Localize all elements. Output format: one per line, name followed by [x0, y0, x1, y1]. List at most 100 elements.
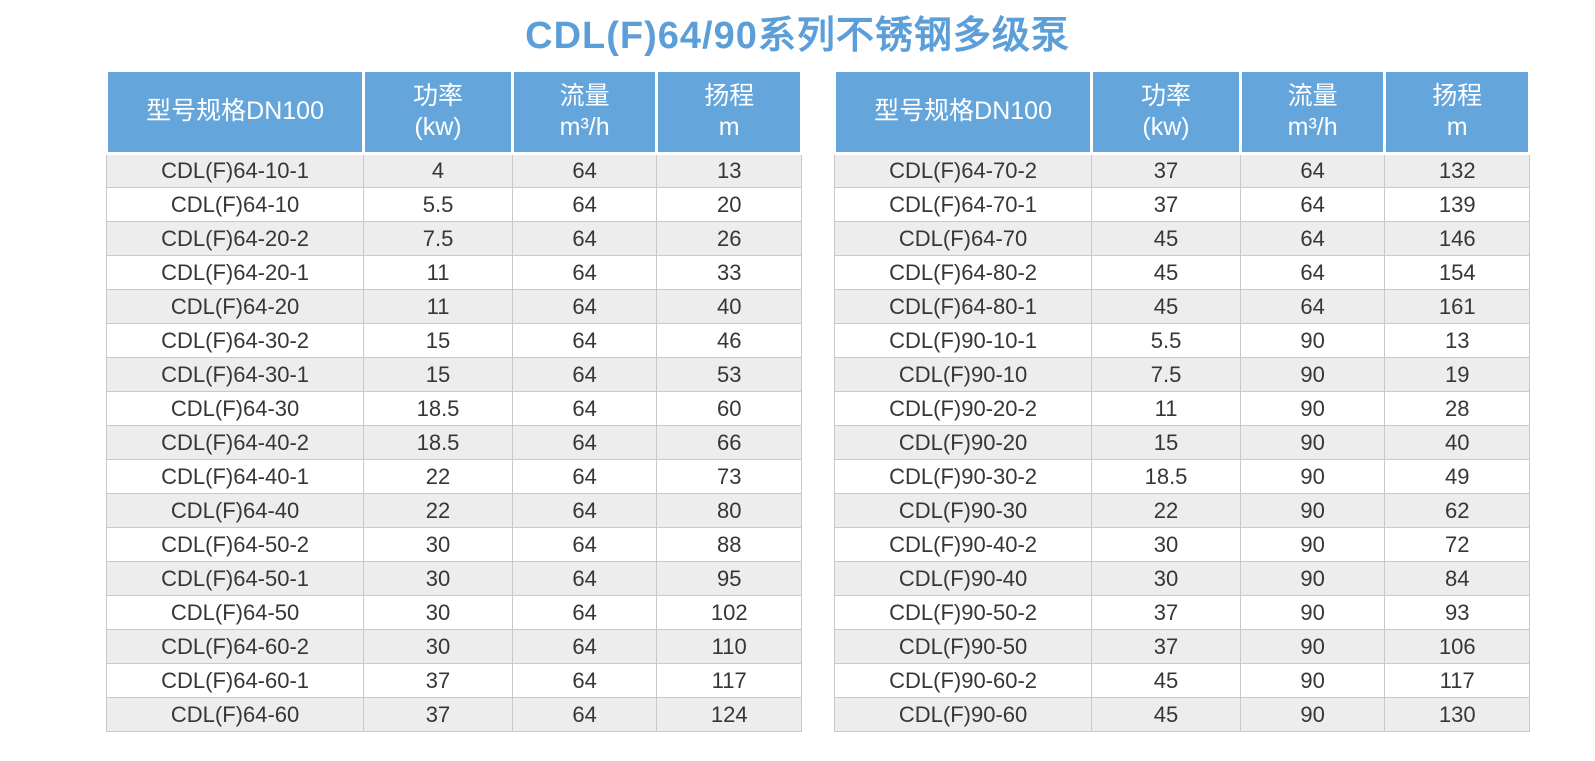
cell: 90 [1239, 595, 1386, 630]
cell: 18.5 [363, 391, 513, 426]
cell: CDL(F)90-20-2 [833, 391, 1093, 426]
cell: 64 [511, 493, 658, 528]
table-row: CDL(F)64-50-1 30 64 95 [105, 561, 802, 596]
cell: 90 [1239, 425, 1386, 460]
cell: 26 [656, 221, 802, 256]
cell: 64 [511, 255, 658, 290]
cell: 30 [363, 595, 513, 630]
cell: CDL(F)64-20-2 [105, 221, 365, 256]
cell: 45 [1091, 221, 1241, 256]
cell: 22 [363, 459, 513, 494]
table-body-left: CDL(F)64-10-1 4 64 13 CDL(F)64-10 5.5 64 20 CDL(… [105, 153, 802, 732]
cell: 132 [1384, 153, 1530, 188]
cell: 5.5 [363, 187, 513, 222]
cell: 64 [1239, 255, 1386, 290]
table-row: CDL(F)64-40-2 18.5 64 66 [105, 425, 802, 460]
cell: 102 [656, 595, 802, 630]
cell: 90 [1239, 323, 1386, 358]
table-row: CDL(F)90-10-1 5.5 90 13 [833, 323, 1530, 358]
cell: 161 [1384, 289, 1530, 324]
cell: 4 [363, 153, 513, 188]
cell: 93 [1384, 595, 1530, 630]
cell: 30 [1091, 561, 1241, 596]
cell: 90 [1239, 663, 1386, 698]
table-row: CDL(F)64-40 22 64 80 [105, 493, 802, 528]
cell: 154 [1384, 255, 1530, 290]
cell: 64 [511, 289, 658, 324]
cell: 64 [511, 663, 658, 698]
cell: 40 [1384, 425, 1530, 460]
pump-table-left: 型号规格DN100 功率 (kw) 流量 m³/h 扬程 m CDL(F)64-… [104, 69, 803, 732]
cell: 13 [1384, 323, 1530, 358]
cell: CDL(F)64-60 [105, 697, 365, 732]
cell: 22 [1091, 493, 1241, 528]
cell: CDL(F)64-30-1 [105, 357, 365, 392]
cell: 88 [656, 527, 802, 562]
cell: 19 [1384, 357, 1530, 392]
table-row: CDL(F)64-20-1 11 64 33 [105, 255, 802, 290]
table-body-right: CDL(F)64-70-2 37 64 132 CDL(F)64-70-1 37 64 139… [833, 153, 1530, 732]
table-row: CDL(F)90-30-2 18.5 90 49 [833, 459, 1530, 494]
cell: CDL(F)90-10 [833, 357, 1093, 392]
table-row: CDL(F)90-60 45 90 130 [833, 697, 1530, 732]
table-row: CDL(F)64-10 5.5 64 20 [105, 187, 802, 222]
header-row: 型号规格DN100 功率 (kw) 流量 m³/h 扬程 m [832, 69, 1531, 155]
cell: 11 [1091, 391, 1241, 426]
cell: 80 [656, 493, 802, 528]
cell: CDL(F)64-50-2 [105, 527, 365, 562]
cell: 73 [656, 459, 802, 494]
cell: CDL(F)64-40-1 [105, 459, 365, 494]
column-header-model: 型号规格DN100 [832, 69, 1094, 155]
cell: 7.5 [1091, 357, 1241, 392]
cell: 45 [1091, 663, 1241, 698]
cell: CDL(F)90-30 [833, 493, 1093, 528]
column-header-head: 扬程 m [1383, 69, 1531, 155]
cell: 30 [363, 629, 513, 664]
cell: 5.5 [1091, 323, 1241, 358]
cell: 64 [511, 595, 658, 630]
table-row: CDL(F)90-60-2 45 90 117 [833, 663, 1530, 698]
cell: 64 [511, 561, 658, 596]
cell: 37 [363, 697, 513, 732]
cell: 18.5 [363, 425, 513, 460]
cell: 90 [1239, 697, 1386, 732]
cell: 37 [363, 663, 513, 698]
cell: 30 [363, 561, 513, 596]
cell: CDL(F)64-70-2 [833, 153, 1093, 188]
table-row: CDL(F)64-70 45 64 146 [833, 221, 1530, 256]
cell: CDL(F)90-60 [833, 697, 1093, 732]
cell: 110 [656, 629, 802, 664]
cell: 20 [656, 187, 802, 222]
cell: 90 [1239, 459, 1386, 494]
cell: 37 [1091, 629, 1241, 664]
cell: 64 [1239, 153, 1386, 188]
cell: 60 [656, 391, 802, 426]
cell: CDL(F)64-60-1 [105, 663, 365, 698]
cell: 11 [363, 289, 513, 324]
pump-table-right: 型号规格DN100 功率 (kw) 流量 m³/h 扬程 m CDL(F)64-… [832, 69, 1531, 732]
cell: 139 [1384, 187, 1530, 222]
table-row: CDL(F)64-70-1 37 64 139 [833, 187, 1530, 222]
table-row: CDL(F)64-80-2 45 64 154 [833, 255, 1530, 290]
cell: 90 [1239, 493, 1386, 528]
cell: 64 [511, 629, 658, 664]
cell: CDL(F)64-70-1 [833, 187, 1093, 222]
table-row: CDL(F)90-50 37 90 106 [833, 629, 1530, 664]
cell: 64 [1239, 221, 1386, 256]
cell: 64 [511, 425, 658, 460]
cell: CDL(F)90-20 [833, 425, 1093, 460]
cell: CDL(F)90-40 [833, 561, 1093, 596]
table-row: CDL(F)64-80-1 45 64 161 [833, 289, 1530, 324]
cell: 46 [656, 323, 802, 358]
cell: CDL(F)64-50 [105, 595, 365, 630]
column-header-flow: 流量 m³/h [1238, 69, 1387, 155]
column-header-power: 功率 (kw) [1090, 69, 1242, 155]
cell: 84 [1384, 561, 1530, 596]
cell: CDL(F)64-80-2 [833, 255, 1093, 290]
table-row: CDL(F)64-40-1 22 64 73 [105, 459, 802, 494]
cell: 64 [511, 527, 658, 562]
cell: 117 [656, 663, 802, 698]
table-row: CDL(F)64-50-2 30 64 88 [105, 527, 802, 562]
cell: 33 [656, 255, 802, 290]
cell: 95 [656, 561, 802, 596]
